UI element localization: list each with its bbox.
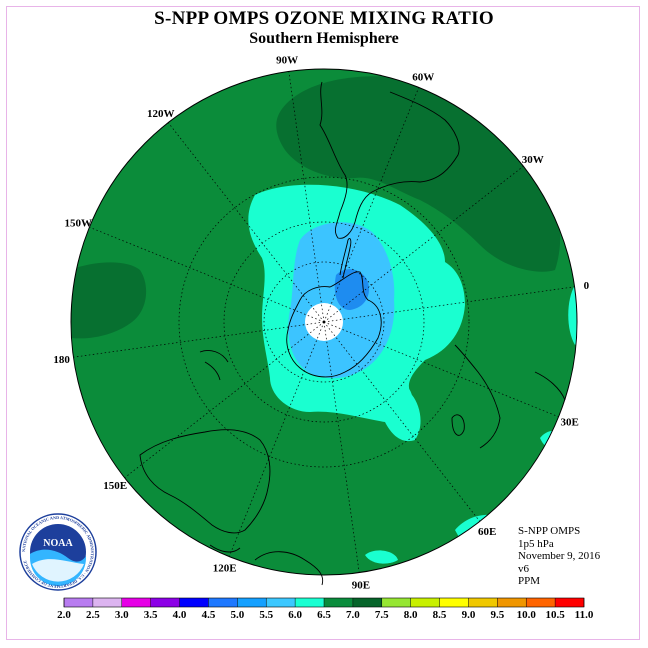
colorbar-tick-label: 3.5 (144, 609, 158, 621)
longitude-label: 60E (478, 526, 496, 538)
logo-text: NOAA (43, 538, 73, 549)
colorbar-tick-label: 7.5 (375, 609, 389, 621)
south-pole-point (322, 320, 326, 324)
coast-antarctica (286, 271, 382, 378)
longitude-labels: 90W 60W 120W 30W 150W 0 180 30E 150E 60E 120E 90E (53, 55, 589, 592)
colorbar-swatch (468, 598, 498, 607)
colorbar-tick-label: 5.0 (230, 609, 244, 621)
info-date: November 9, 2016 (518, 550, 601, 562)
colorbar-swatch (324, 598, 353, 607)
info-version: v6 (518, 562, 529, 575)
coast-south-america (319, 81, 460, 239)
coast-australia (139, 429, 271, 534)
longitude-label: 180 (53, 354, 70, 366)
latitude-circle-50s (178, 176, 470, 468)
longitude-label: 90W (276, 55, 298, 67)
field-region-cyan-blob (383, 383, 412, 408)
colorbar-tick-label: 7.0 (346, 609, 360, 621)
latitude-circle-60s (223, 221, 425, 423)
image-frame (6, 6, 640, 640)
longitude-label: 30E (561, 416, 579, 428)
colorbar-swatch (439, 598, 469, 607)
coastlines (139, 81, 566, 586)
colorbar-tick-label: 4.0 (173, 609, 187, 621)
coast-antarctic-peninsula (339, 237, 352, 279)
noaa-logo: NOAA NATIONAL OCEANIC AND ATMOSPHERIC AD… (19, 513, 97, 591)
colorbar-tick-label: 9.5 (490, 609, 504, 621)
colorbar-swatch (121, 598, 151, 607)
colorbar-swatch (64, 598, 93, 607)
colorbar-tick-label: 8.0 (404, 609, 418, 621)
colorbar-swatch (526, 598, 556, 607)
colorbar-tick-label: 2.0 (57, 609, 71, 621)
colorbar-swatch (295, 598, 324, 607)
coast-africa (454, 344, 566, 449)
map-boundary (70, 68, 578, 576)
colorbar-tick-label: 10.0 (517, 609, 537, 621)
colorbar-tick-label: 10.5 (545, 609, 565, 621)
field-region-6p5-7-left (71, 262, 147, 339)
field-region-cyan-edge-0e (568, 285, 577, 345)
colorbar-swatch (179, 598, 209, 607)
longitude-label: 150W (65, 218, 93, 230)
colorbar-swatch (92, 598, 122, 607)
longitude-label: 120E (213, 563, 237, 575)
colorbar-swatch (150, 598, 180, 607)
longitude-label: 0 (584, 280, 590, 292)
colorbar-tick-label: 9.0 (462, 609, 476, 621)
colorbar-tick-label: 2.5 (86, 609, 100, 621)
info-instrument: S-NPP OMPS (518, 525, 581, 537)
colorbar-tick-label: 4.5 (202, 609, 216, 621)
longitude-label: 60W (412, 71, 434, 83)
colorbar-tick-label: 6.0 (288, 609, 302, 621)
info-level: 1p5 hPa (518, 537, 554, 550)
colorbar-swatch (266, 598, 296, 607)
colorbar-swatch (410, 598, 440, 607)
longitude-label: 30W (522, 154, 544, 166)
coast-new-zealand (199, 350, 229, 381)
colorbar: 2.0 2.5 3.0 3.5 4.0 4.5 5.0 5.5 6.0 6.5 7.0 7.5 8.0 8… (57, 597, 594, 621)
logo-bird-wave (32, 559, 84, 582)
colorbar-swatch (352, 598, 382, 607)
latitude-circle-70s (263, 261, 385, 383)
longitude-label: 120W (147, 108, 175, 120)
colorbar-swatch (497, 598, 527, 607)
colorbar-tick-label: 5.5 (259, 609, 273, 621)
colorbar-swatch (555, 598, 584, 607)
info-units: PPM (518, 575, 541, 587)
colorbar-swatch (208, 598, 238, 607)
colorbar-tick-label: 3.0 (115, 609, 129, 621)
colorbar-tick-label: 6.5 (317, 609, 331, 621)
coast-indonesia (209, 544, 324, 586)
graticule (70, 68, 578, 576)
field-region-cyan-edge-90e (365, 550, 398, 564)
colorbar-tick-label: 8.5 (433, 609, 447, 621)
map-subtitle: Southern Hemisphere (249, 30, 399, 47)
colorbar-swatch (237, 598, 267, 607)
longitude-label: 90E (352, 579, 370, 591)
longitude-label: 150E (103, 480, 127, 492)
map-title: S-NPP OMPS OZONE MIXING RATIO (154, 8, 494, 29)
colorbar-swatch (381, 598, 411, 607)
coast-madagascar (451, 414, 465, 436)
colorbar-tick-label: 11.0 (575, 609, 594, 621)
